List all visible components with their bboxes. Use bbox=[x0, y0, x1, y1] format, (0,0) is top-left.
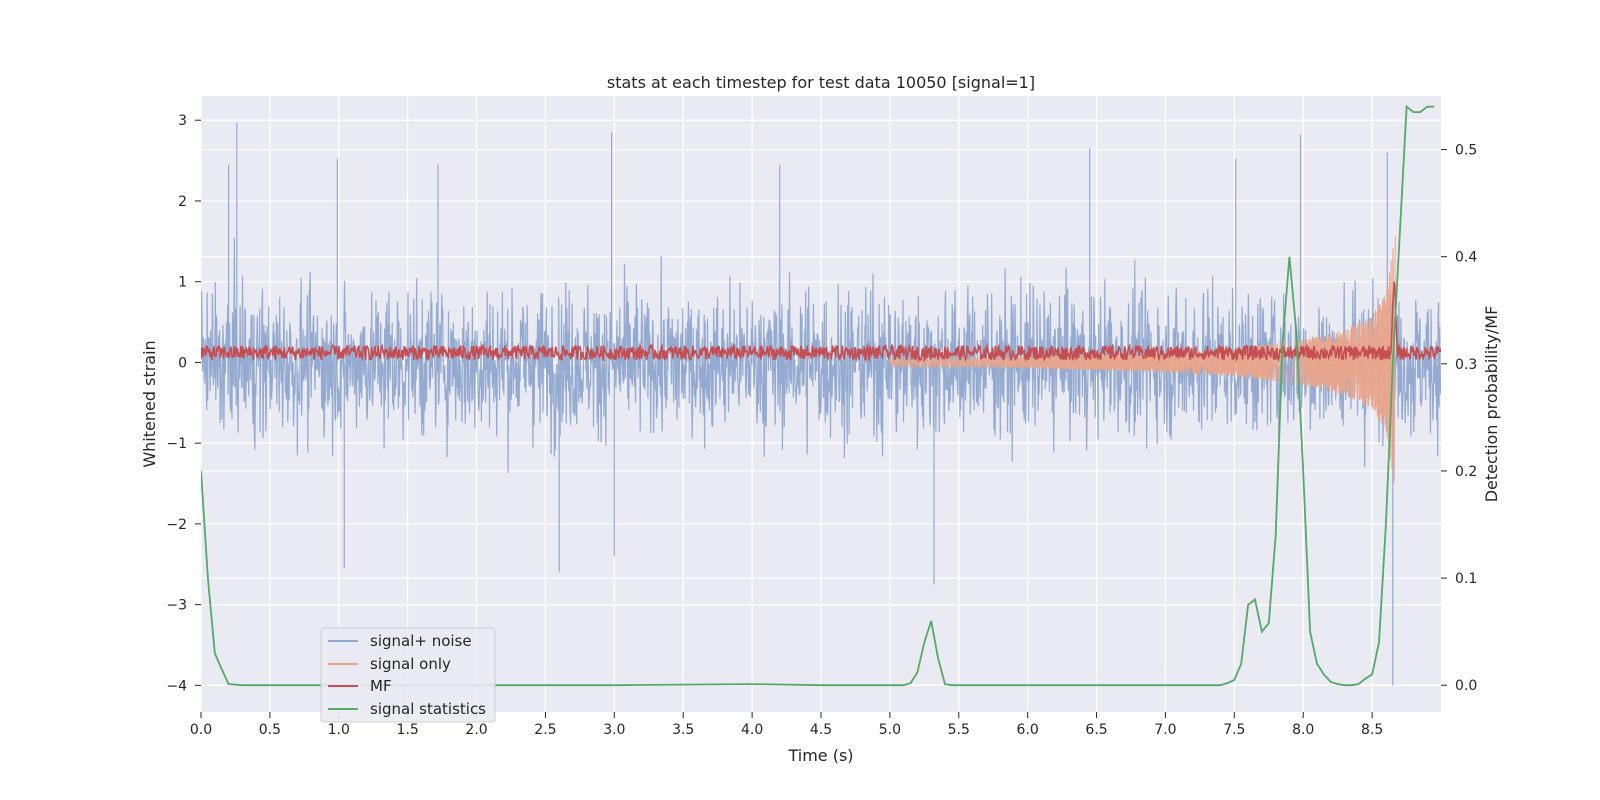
chart-title: stats at each timestep for test data 100… bbox=[607, 73, 1035, 92]
y-tick-label-right: 0.2 bbox=[1455, 464, 1477, 480]
x-tick-label: 8.0 bbox=[1292, 722, 1314, 738]
x-tick-label: 7.5 bbox=[1223, 722, 1245, 738]
x-tick-label: 6.5 bbox=[1085, 722, 1107, 738]
x-tick-label: 4.0 bbox=[741, 722, 763, 738]
y-tick-label-left: −4 bbox=[166, 678, 187, 694]
x-tick-label: 8.5 bbox=[1361, 722, 1383, 738]
x-tick-label: 4.5 bbox=[810, 722, 832, 738]
legend: signal+ noise signal only MF signal stat… bbox=[320, 627, 496, 723]
x-tick-label: 5.0 bbox=[879, 722, 901, 738]
legend-label-signal-noise: signal+ noise bbox=[370, 632, 472, 650]
y-tick-label-right: 0.4 bbox=[1455, 250, 1477, 266]
x-axis-label: Time (s) bbox=[787, 746, 853, 765]
x-tick-label: 0.5 bbox=[259, 722, 281, 738]
y-tick-label-right: 0.0 bbox=[1455, 678, 1477, 694]
x-tick-label: 1.0 bbox=[328, 722, 350, 738]
x-tick-label: 1.5 bbox=[397, 722, 419, 738]
legend-label-signal-only: signal only bbox=[370, 655, 451, 673]
x-tick-label: 7.0 bbox=[1154, 722, 1176, 738]
x-tick-label: 5.5 bbox=[948, 722, 970, 738]
y-axis-label-right: Detection probability/MF bbox=[1482, 306, 1501, 503]
x-tick-label: 2.0 bbox=[465, 722, 487, 738]
x-tick-label: 2.5 bbox=[534, 722, 556, 738]
legend-label-mf: MF bbox=[370, 677, 392, 695]
x-tick-label: 3.0 bbox=[603, 722, 625, 738]
y-tick-label-left: −1 bbox=[166, 436, 187, 452]
series-signal-noise-line bbox=[201, 122, 1441, 686]
series-mf-line bbox=[201, 281, 1441, 363]
y-axis-label-left: Whitened strain bbox=[140, 340, 159, 467]
axis-ticks: 0.0 0.5 1.0 1.5 2.0 2.5 3.0 3.5 4.0 4.5 5.0 5.5 6.0 6… bbox=[166, 113, 1477, 738]
y-tick-label-left: 0 bbox=[178, 355, 187, 371]
x-tick-label: 0.0 bbox=[190, 722, 212, 738]
legend-box bbox=[320, 627, 496, 723]
y-tick-label-left: −3 bbox=[166, 598, 187, 614]
y-tick-label-right: 0.3 bbox=[1455, 357, 1477, 373]
y-tick-label-right: 0.1 bbox=[1455, 571, 1477, 587]
x-tick-label: 6.0 bbox=[1017, 722, 1039, 738]
y-tick-label-left: 1 bbox=[178, 275, 187, 291]
legend-label-signal-statistics: signal statistics bbox=[370, 700, 486, 718]
y-tick-label-left: 3 bbox=[178, 113, 187, 129]
plot-series bbox=[201, 104, 1441, 687]
y-tick-label-right: 0.5 bbox=[1455, 143, 1477, 159]
y-tick-label-left: −2 bbox=[166, 517, 187, 533]
y-tick-label-left: 2 bbox=[178, 194, 187, 210]
x-tick-label: 3.5 bbox=[672, 722, 694, 738]
series-signal-statistics-line bbox=[201, 104, 1435, 687]
